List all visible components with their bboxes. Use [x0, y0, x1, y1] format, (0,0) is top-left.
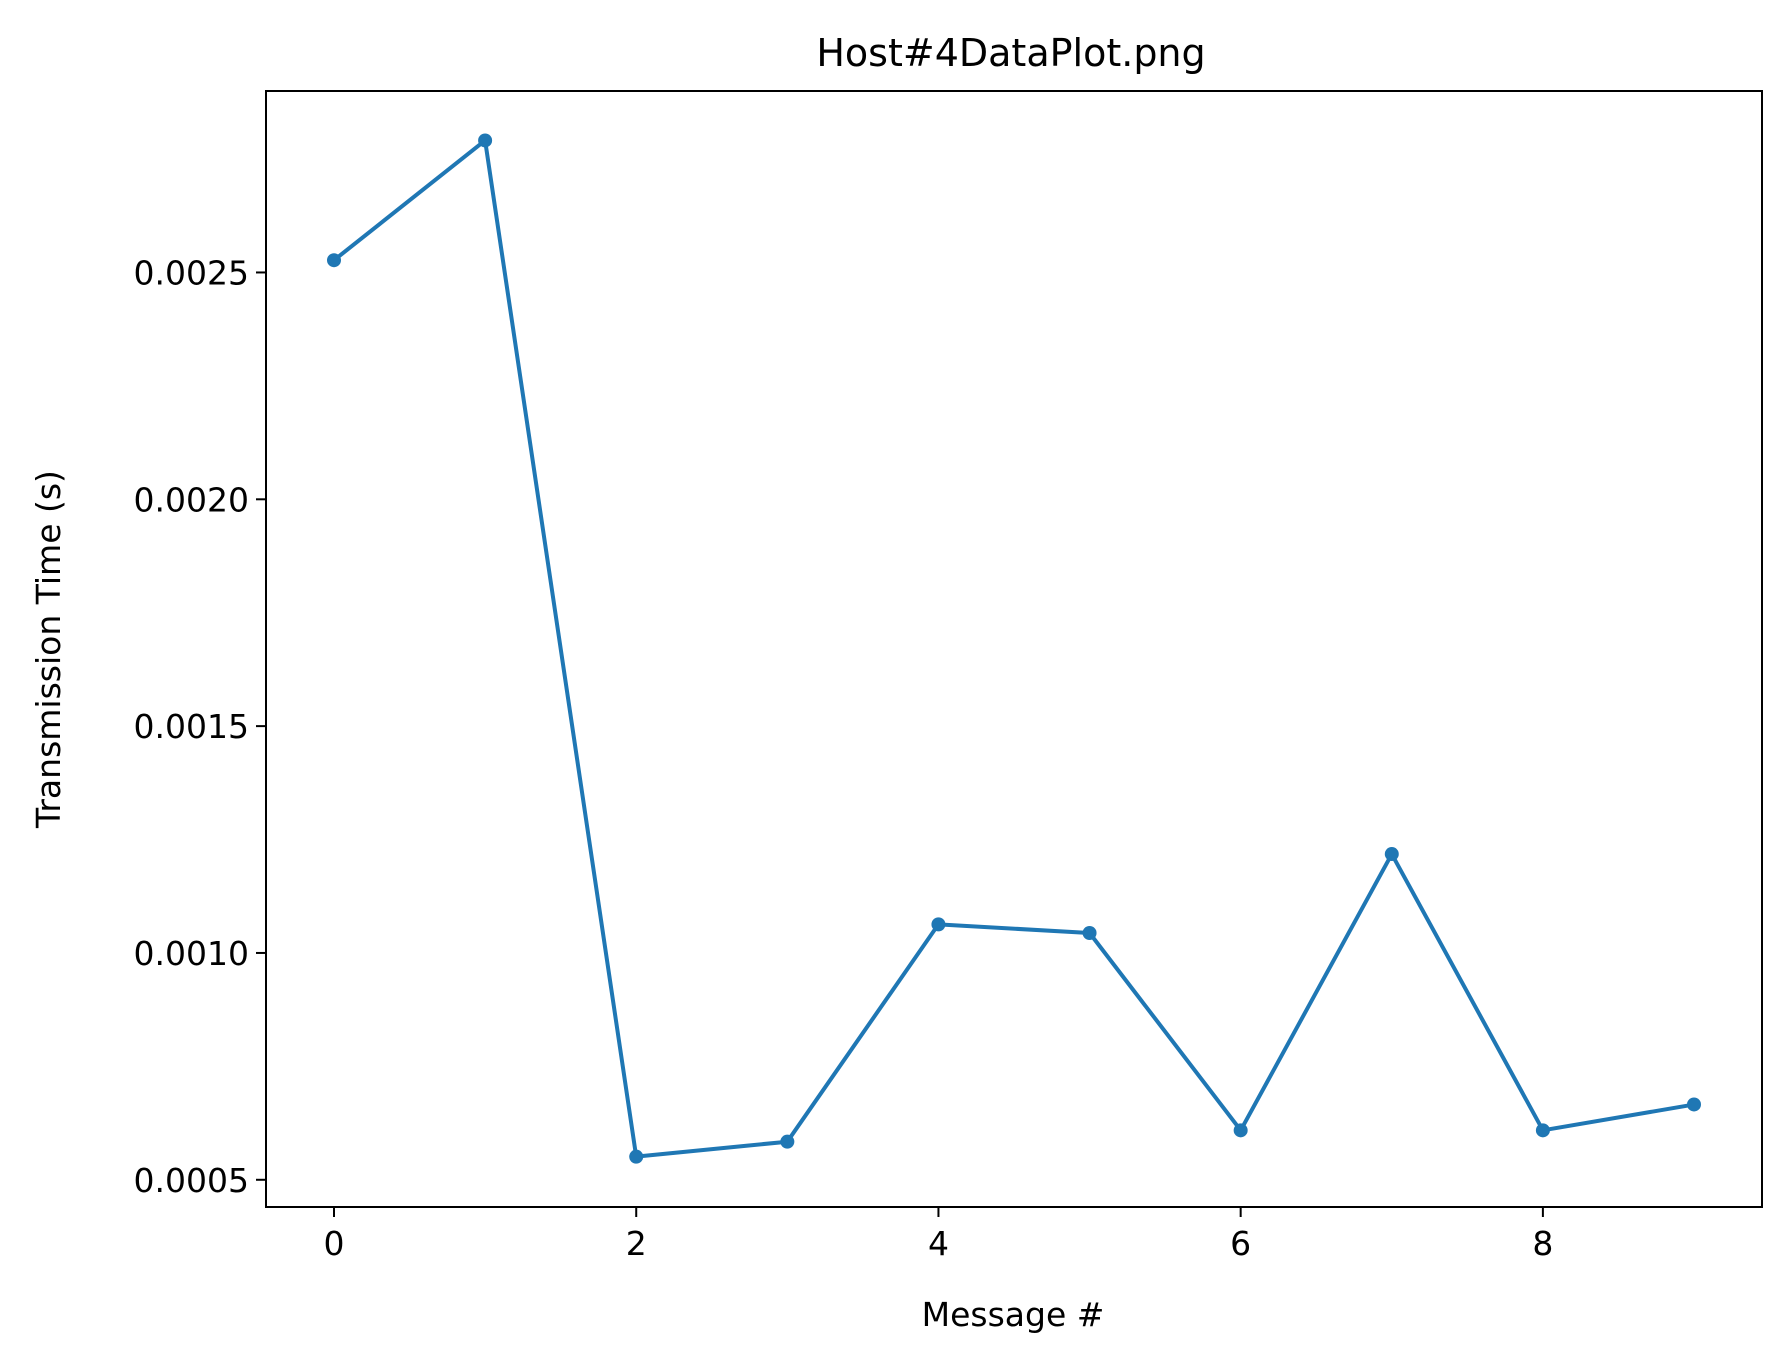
y-tick-label: 0.0020	[134, 480, 249, 519]
data-point	[1384, 847, 1399, 862]
y-tick-label: 0.0025	[134, 253, 249, 292]
data-point	[1082, 925, 1097, 940]
x-tick-label: 0	[324, 1224, 345, 1263]
y-tick-label: 0.0010	[134, 934, 249, 973]
plot-area	[327, 133, 1701, 1164]
x-tick-label: 4	[928, 1224, 949, 1263]
x-tick-label: 6	[1230, 1224, 1251, 1263]
x-tick-label: 2	[626, 1224, 647, 1263]
chart-title: Host#4DataPlot.png	[816, 31, 1205, 75]
data-point	[478, 133, 493, 148]
x-tick-label: 8	[1532, 1224, 1553, 1263]
data-point	[629, 1149, 644, 1164]
data-point	[1687, 1097, 1701, 1112]
series-line	[331, 138, 1697, 1159]
data-point	[327, 253, 341, 268]
y-tick-label: 0.0015	[134, 707, 249, 746]
y-tick-label: 0.0005	[134, 1161, 249, 1200]
data-point	[1535, 1123, 1550, 1138]
y-axis-label: Transmission Time (s)	[29, 470, 68, 829]
data-point	[780, 1134, 795, 1149]
data-point	[1233, 1123, 1248, 1138]
x-axis-label: Message #	[922, 1295, 1105, 1334]
data-point	[931, 917, 946, 932]
axes-frame	[265, 90, 1763, 1208]
